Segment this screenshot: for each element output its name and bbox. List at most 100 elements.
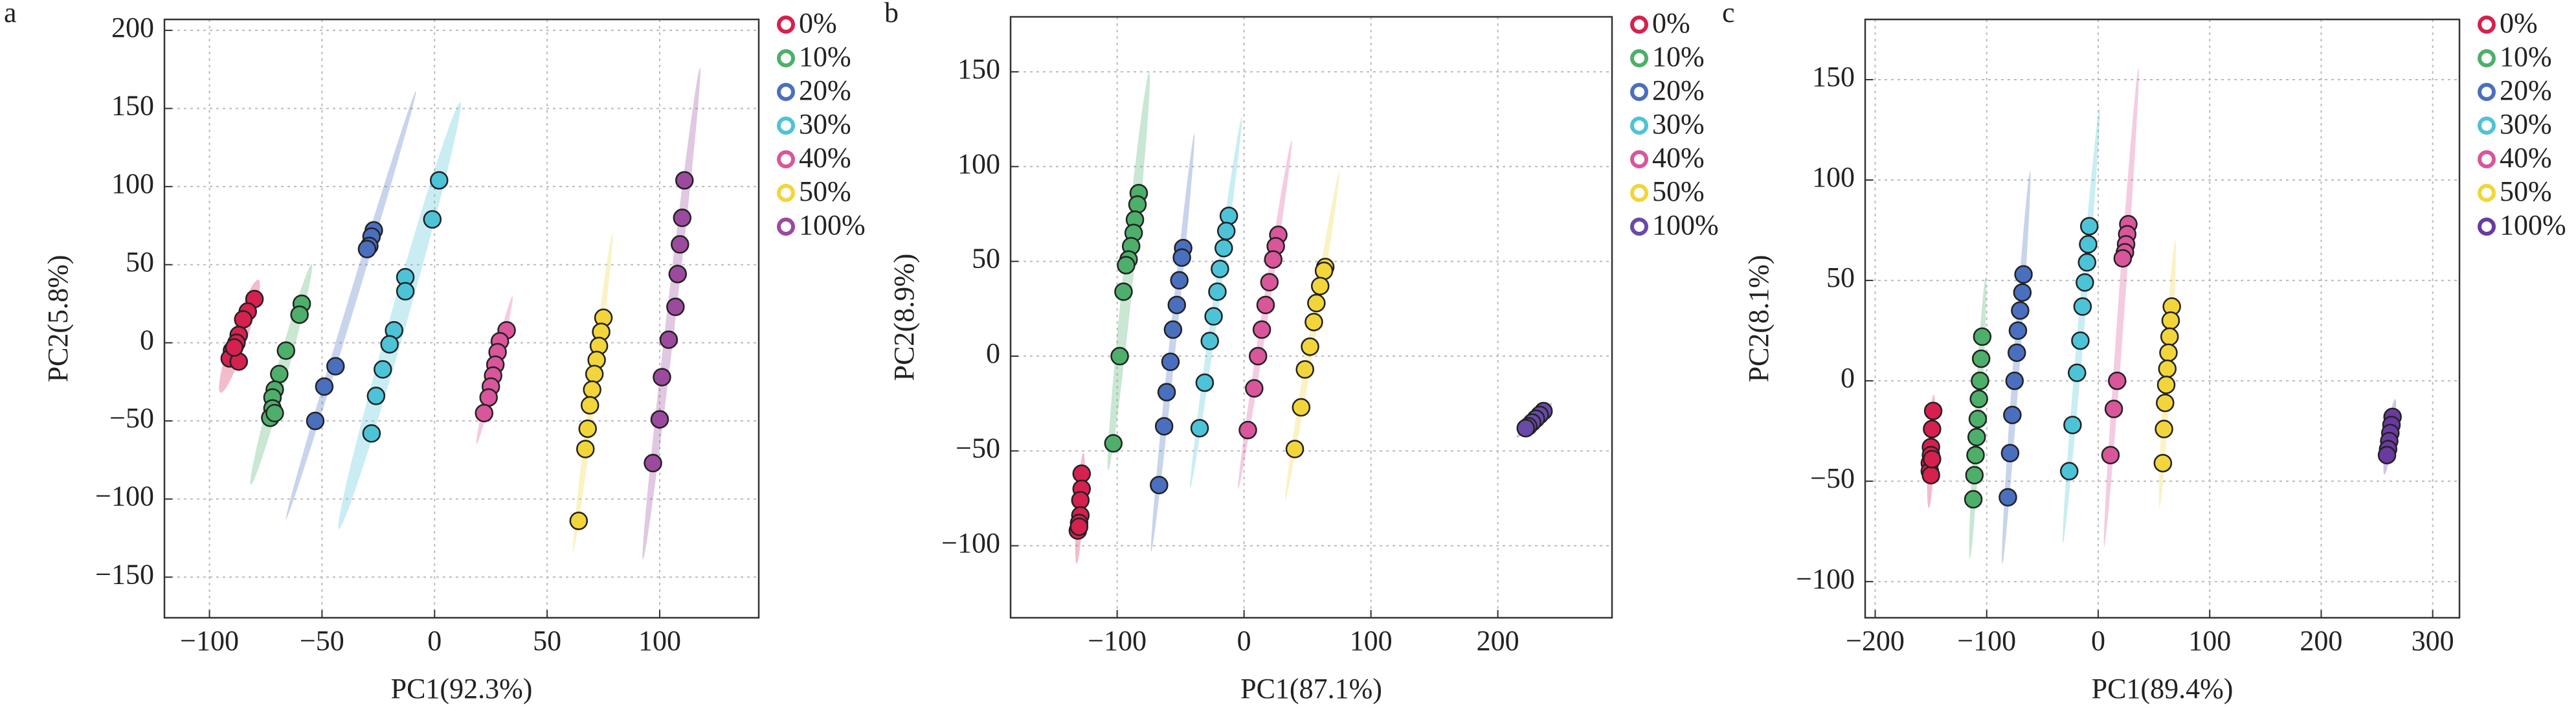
legend-marker xyxy=(1630,184,1648,202)
data-point xyxy=(2113,249,2133,268)
data-point xyxy=(2005,371,2024,390)
data-point xyxy=(2155,420,2173,438)
plot-frame xyxy=(1009,16,1613,619)
data-point xyxy=(659,330,678,349)
legend-label: 20% xyxy=(2500,74,2552,106)
data-point xyxy=(1295,360,1314,379)
plot-frame xyxy=(1864,18,2461,619)
data-point xyxy=(1219,207,1238,225)
legend-label: 0% xyxy=(2500,7,2538,39)
data-point xyxy=(276,341,296,360)
legend-label: 100% xyxy=(1652,209,1719,241)
x-tick-label: 200 xyxy=(2300,625,2342,657)
data-point xyxy=(2059,462,2079,480)
data-point xyxy=(380,335,399,354)
data-point xyxy=(1072,464,1092,483)
data-point xyxy=(1104,434,1123,453)
panel-label: a xyxy=(4,0,17,28)
x-tick-label: 0 xyxy=(2091,625,2105,657)
x-tick-label: 200 xyxy=(1477,625,1519,657)
x-tick-label: 100 xyxy=(1350,625,1393,657)
data-point xyxy=(2153,453,2173,473)
legend-marker xyxy=(777,117,795,135)
data-point xyxy=(1163,320,1183,339)
legend-marker xyxy=(2478,150,2496,168)
data-point xyxy=(1966,446,1985,465)
data-point xyxy=(1923,449,1942,469)
data-point xyxy=(578,419,597,438)
data-point xyxy=(2158,359,2177,378)
legend-marker xyxy=(2478,218,2496,236)
data-point xyxy=(644,453,662,473)
legend-label: 100% xyxy=(2500,209,2566,241)
data-point xyxy=(2107,371,2127,390)
data-point xyxy=(1208,282,1227,301)
panel: c −200 −100 0 100 200 300 −100 −50 0 50 100 150 PC1(8… xyxy=(1722,0,2566,705)
data-point xyxy=(306,411,325,431)
legend-marker xyxy=(777,150,795,168)
data-point xyxy=(1114,282,1133,301)
data-point xyxy=(1999,488,2017,507)
data-point xyxy=(2156,393,2175,412)
data-point xyxy=(1252,320,1271,339)
data-point xyxy=(1154,417,1174,436)
legend-label: 0% xyxy=(1652,7,1690,39)
y-tick-label: −100 xyxy=(941,527,1000,559)
data-point xyxy=(1923,401,1943,420)
data-point xyxy=(2014,265,2033,284)
data-point xyxy=(1285,440,1305,458)
data-point xyxy=(2071,331,2090,350)
y-tick-label: 150 xyxy=(111,90,154,122)
legend-label: 0% xyxy=(799,7,837,39)
data-point xyxy=(2013,283,2032,302)
x-tick-label: −100 xyxy=(180,625,239,657)
data-point xyxy=(1071,491,1090,510)
legend-marker xyxy=(777,49,795,67)
x-axis-label: PC1(89.4%) xyxy=(2092,673,2234,705)
legend-label: 10% xyxy=(1652,41,1705,73)
y-axis-label: PC2(5.8%) xyxy=(42,255,74,383)
y-tick-label: −50 xyxy=(1810,462,1855,494)
legend-label: 30% xyxy=(2500,108,2552,140)
data-point xyxy=(429,171,449,190)
data-point xyxy=(569,512,588,530)
data-point xyxy=(1128,195,1147,214)
data-point xyxy=(673,209,692,227)
y-tick-label: 50 xyxy=(126,246,154,278)
legend-label: 10% xyxy=(2500,41,2552,73)
data-point xyxy=(1211,260,1229,278)
data-point xyxy=(668,264,688,284)
data-point xyxy=(2104,400,2123,418)
x-tick-label: 100 xyxy=(2188,625,2231,657)
confidence-ellipse xyxy=(2103,68,2139,547)
data-point xyxy=(2073,297,2092,316)
panel: a −100 −50 0 50 100 −150 −100 −50 0 50 100 150 200 PC1… xyxy=(4,0,866,705)
data-point xyxy=(1245,379,1264,398)
legend-marker xyxy=(1630,117,1648,135)
data-point xyxy=(2156,376,2176,394)
y-tick-label: 0 xyxy=(1841,362,1855,394)
data-point xyxy=(2159,343,2178,362)
x-tick-label: 100 xyxy=(638,625,681,657)
y-tick-label: 100 xyxy=(958,148,1000,179)
data-point xyxy=(2011,301,2030,320)
data-point xyxy=(1971,349,1991,368)
data-point xyxy=(583,380,601,400)
legend-marker xyxy=(1630,16,1648,34)
legend-marker xyxy=(777,184,795,202)
data-point xyxy=(326,357,345,376)
x-tick-label: 50 xyxy=(533,625,561,657)
data-point xyxy=(2160,327,2179,346)
x-tick-label: −200 xyxy=(1846,625,1905,657)
data-point xyxy=(650,410,669,429)
legend-marker xyxy=(2478,83,2496,101)
x-tick-label: −50 xyxy=(300,625,344,657)
data-point xyxy=(1292,398,1311,417)
y-tick-label: 150 xyxy=(1812,61,1855,93)
data-point xyxy=(1167,295,1186,315)
y-axis-label: PC2(8.9%) xyxy=(888,254,920,381)
legend-label: 40% xyxy=(799,142,851,174)
data-point xyxy=(1150,475,1169,495)
data-point xyxy=(576,440,595,458)
